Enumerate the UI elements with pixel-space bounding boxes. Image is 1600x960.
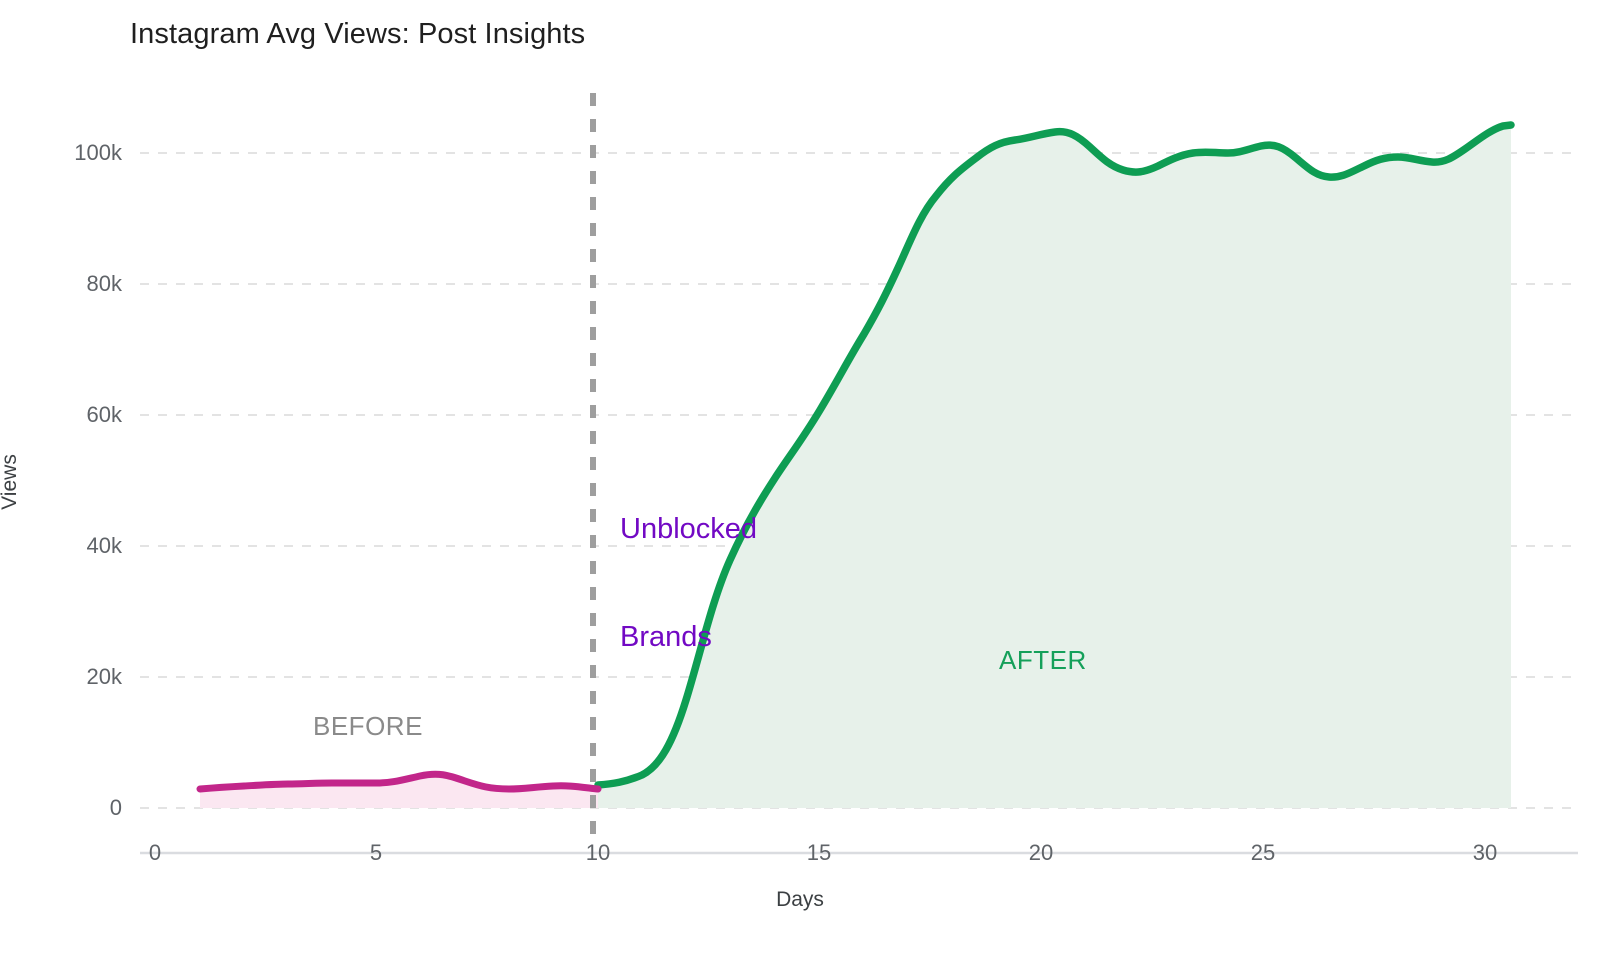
x-tick-label-10: 10	[585, 840, 611, 865]
before-line	[196, 770, 602, 793]
chart-title: Instagram Avg Views: Post Insights	[130, 18, 586, 50]
y-tick-label-20k: 20k	[86, 664, 122, 689]
before-area-fill	[200, 774, 598, 808]
x-tick-label-5: 5	[369, 840, 383, 865]
y-tick-label-0: 0	[109, 795, 122, 820]
x-axis-title: Days	[776, 888, 824, 911]
x-tick-label-0: 0	[148, 840, 162, 865]
y-tick-label-100k: 100k	[74, 140, 122, 165]
after-line	[594, 121, 1515, 789]
y-axis-title: Views	[0, 454, 21, 510]
y-tick-label-60k: 60k	[86, 402, 122, 427]
y-tick-label-80k: 80k	[86, 271, 122, 296]
x-tick-label-30: 30	[1472, 840, 1498, 865]
after-area-fill	[598, 125, 1511, 808]
y-tick-label-40k: 40k	[86, 533, 122, 558]
x-tick-label-20: 20	[1028, 840, 1054, 865]
x-tick-label-25: 25	[1250, 840, 1276, 865]
x-tick-label-15: 15	[806, 840, 832, 865]
